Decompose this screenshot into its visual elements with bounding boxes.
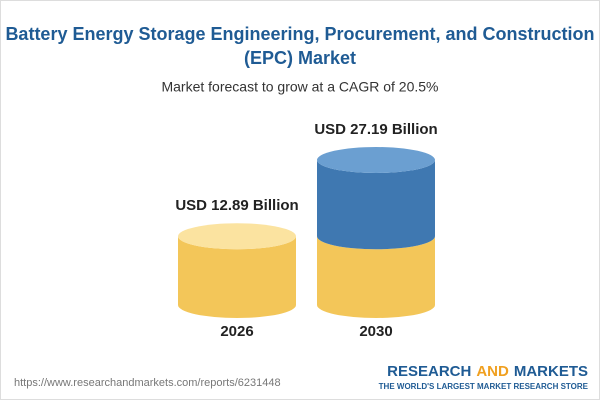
- brand-word: MARKETS: [514, 363, 588, 380]
- cylinder-body: [178, 236, 296, 318]
- value-label: USD 27.19 Billion: [314, 121, 437, 138]
- chart-subtitle: Market forecast to grow at a CAGR of 20.…: [161, 79, 438, 95]
- chart-title: (EPC) Market: [244, 48, 356, 68]
- chart-title: Battery Energy Storage Engineering, Proc…: [5, 24, 594, 44]
- cylinder-body: [317, 160, 435, 250]
- source-url: https://www.researchandmarkets.com/repor…: [14, 377, 281, 389]
- value-label: USD 12.89 Billion: [175, 197, 298, 214]
- brand-word: AND: [476, 363, 509, 380]
- category-label: 2026: [220, 323, 253, 340]
- brand: RESEARCH AND MARKETS: [387, 363, 588, 380]
- cylinder-top: [317, 147, 435, 173]
- cylinder-top: [178, 223, 296, 250]
- category-label: 2030: [359, 323, 392, 340]
- brand-word: RESEARCH: [387, 363, 471, 380]
- cylinder-body: [317, 236, 435, 318]
- tagline: THE WORLD'S LARGEST MARKET RESEARCH STOR…: [379, 382, 589, 391]
